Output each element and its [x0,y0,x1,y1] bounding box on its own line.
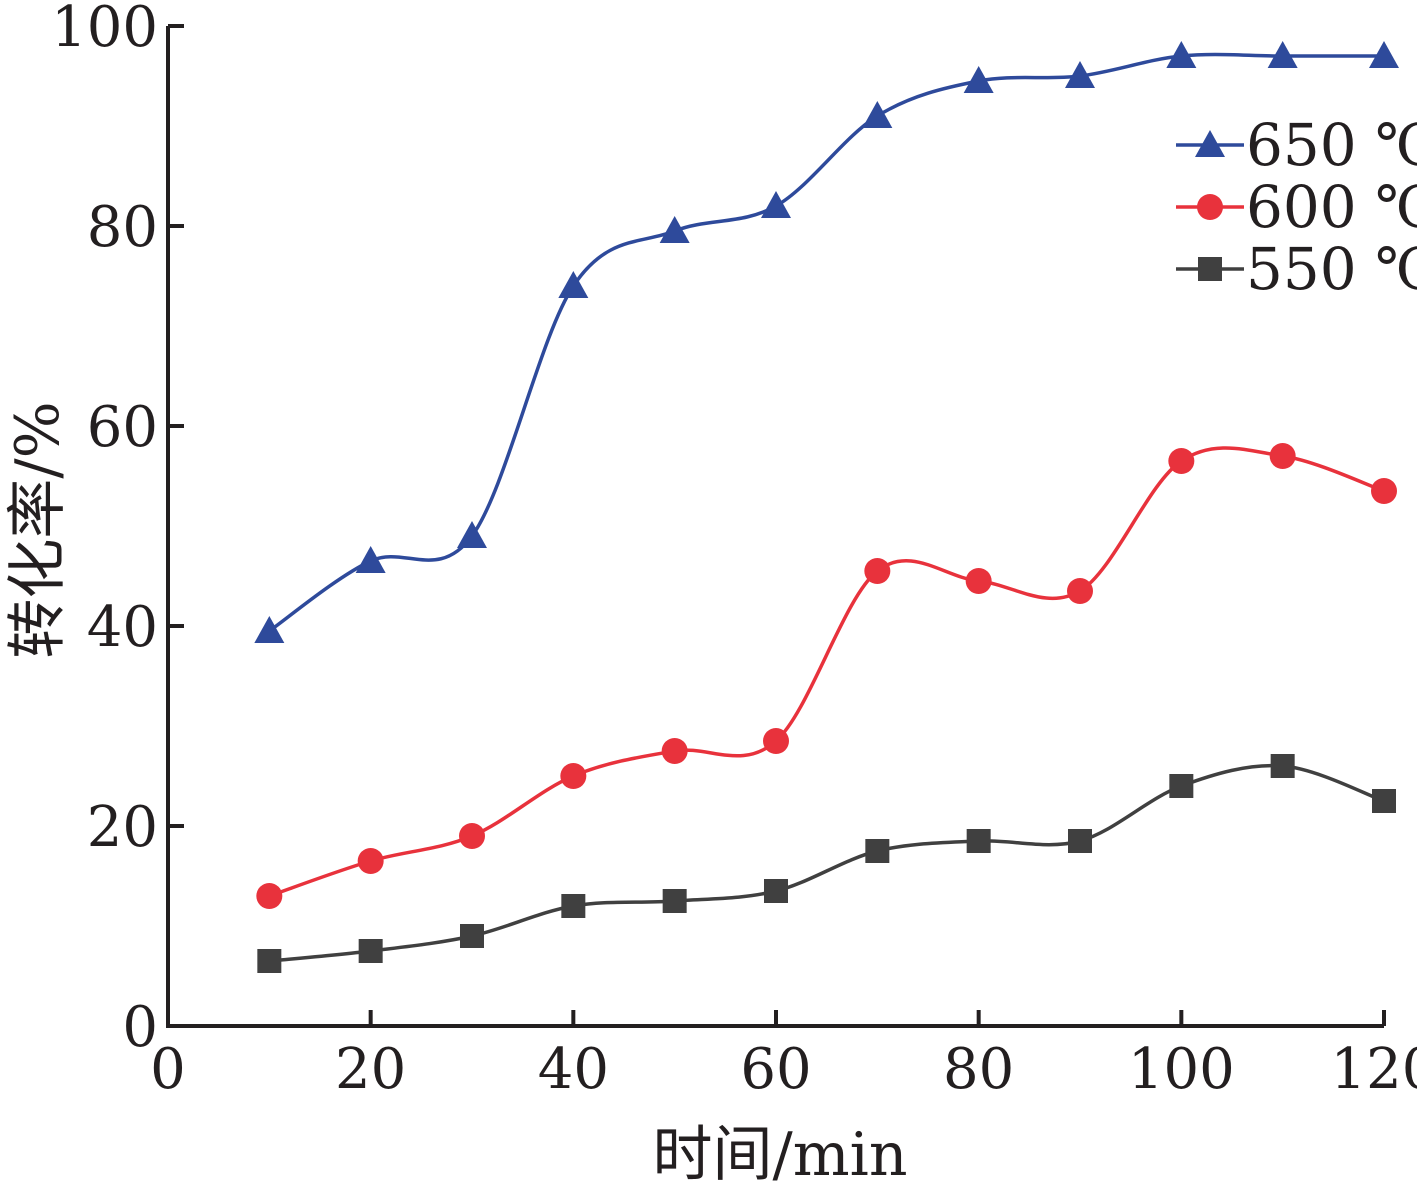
data-point-triangle [1369,41,1399,68]
x-tick-label: 120 [1331,1037,1417,1102]
y-tick-label: 0 [122,995,158,1060]
y-tick-label: 20 [87,795,158,860]
data-point-triangle [558,271,589,298]
series-line-triangle [268,52,1384,633]
legend-label: 550 ℃ [1246,235,1417,303]
data-point-triangle [355,546,386,573]
data-point-circle [1371,478,1397,504]
data-point-circle [661,738,688,764]
data-point-circle [1168,448,1195,474]
data-point-triangle [1267,41,1298,68]
x-tick-label: 20 [335,1037,406,1102]
data-point-circle [357,848,384,874]
data-point-square [764,879,788,903]
data-point-triangle [1065,61,1095,88]
y-tick-label: 100 [51,0,158,60]
data-point-square [1372,789,1396,813]
data-point-square [561,894,586,918]
data-point-triangle [761,191,791,218]
series-line-circle [268,446,1385,898]
x-tick-label: 40 [538,1037,609,1102]
data-point-square [358,939,383,963]
data-point-square [1270,754,1295,778]
data-point-square [662,889,687,913]
data-point-triangle [862,101,893,128]
x-tick-label: 80 [943,1037,1014,1102]
ticks: 0 20 40 60 80 100 0 20 40 60 80 100 120 [51,0,1417,1102]
x-tick-label: 0 [150,1037,186,1102]
data-point-circle [560,763,587,789]
series-line-square [269,763,1385,963]
data-point-triangle [254,616,285,643]
data-point-triangle [659,216,690,243]
data-point-square [257,949,282,973]
data-point-circle [965,568,992,594]
data-point-circle [1067,578,1093,604]
series-markers [254,41,1399,973]
x-tick-label: 100 [1128,1037,1235,1102]
data-point-circle [256,883,283,909]
legend-label: 650 ℃ [1246,111,1417,179]
data-point-triangle [1166,41,1197,68]
y-tick-label: 80 [87,195,158,260]
data-point-square [865,839,890,863]
axes [166,26,1384,1028]
data-point-triangle [963,66,994,93]
x-tick-label: 60 [740,1037,811,1102]
data-point-circle [864,558,891,584]
legend-marker-circle [1197,194,1223,220]
y-tick-label: 40 [87,595,158,660]
legend-marker-square [1198,257,1222,281]
data-point-square [1169,774,1194,798]
series-lines [268,52,1385,963]
legend-marker-triangle [1195,130,1225,157]
data-point-circle [763,728,789,754]
data-point-square [460,924,484,948]
data-point-circle [459,823,485,849]
data-point-square [1068,829,1092,853]
data-point-square [966,829,991,853]
y-axis-title: 转化率/% [3,401,73,658]
data-point-triangle [457,521,487,548]
y-tick-label: 60 [87,395,158,460]
data-point-circle [1269,443,1296,469]
x-axis-title: 时间/min [653,1120,908,1181]
legend-label: 600 ℃ [1246,173,1417,241]
